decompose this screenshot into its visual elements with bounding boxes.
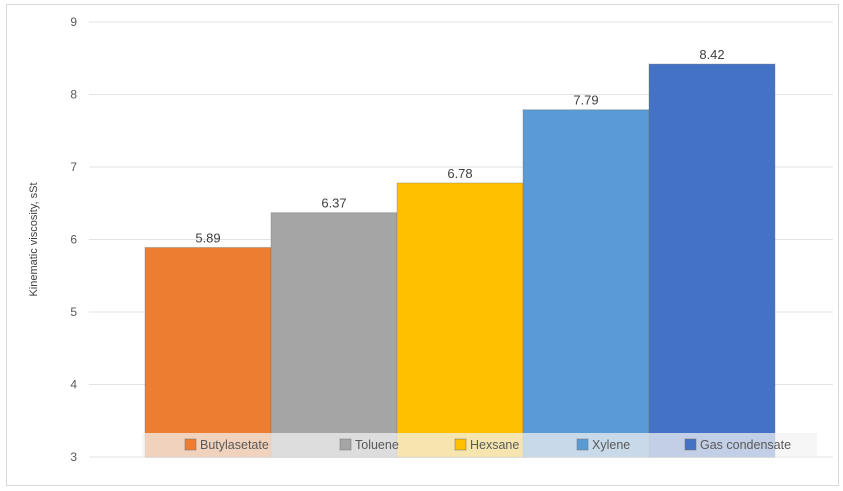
legend-label: Hexsane bbox=[470, 438, 519, 452]
legend-swatch bbox=[576, 438, 589, 451]
y-tick-label: 8 bbox=[70, 88, 77, 102]
bars bbox=[144, 63, 776, 458]
legend-label: Toluene bbox=[355, 438, 399, 452]
data-label: 5.89 bbox=[195, 230, 220, 245]
legend-background bbox=[142, 433, 817, 457]
bar-xylene bbox=[522, 109, 650, 458]
bar-toluene bbox=[270, 212, 398, 458]
legend-swatch bbox=[684, 438, 697, 451]
y-tick-label: 7 bbox=[70, 160, 77, 174]
legend-label: Butylasetate bbox=[200, 438, 269, 452]
legend-swatch bbox=[454, 438, 467, 451]
data-label: 7.79 bbox=[573, 93, 598, 108]
legend-label: Xylene bbox=[592, 438, 630, 452]
bar-gas-condensate bbox=[648, 63, 776, 458]
y-tick-label: 5 bbox=[70, 305, 77, 319]
legend-swatch bbox=[339, 438, 352, 451]
y-axis-ticks: 3 4 5 6 7 8 9 bbox=[70, 15, 77, 464]
y-tick-label: 4 bbox=[70, 378, 77, 392]
data-label: 8.42 bbox=[699, 47, 724, 62]
bar-hexsane bbox=[396, 182, 524, 458]
y-tick-label: 3 bbox=[70, 450, 77, 464]
data-label: 6.78 bbox=[447, 166, 472, 181]
bar-chart: 3 4 5 6 7 8 9 Kinematic viscosity, sSt 5.89 6.3… bbox=[28, 15, 833, 464]
data-labels: 5.89 6.37 6.78 7.79 8.42 bbox=[195, 47, 724, 245]
legend-swatch bbox=[184, 438, 197, 451]
y-tick-label: 9 bbox=[70, 15, 77, 29]
legend-label: Gas condensate bbox=[700, 438, 791, 452]
y-axis-title: Kinematic viscosity, sSt bbox=[28, 182, 40, 296]
bar-butylasetate bbox=[144, 246, 272, 458]
data-label: 6.37 bbox=[321, 196, 346, 211]
y-tick-label: 6 bbox=[70, 233, 77, 247]
chart-frame: 3 4 5 6 7 8 9 Kinematic viscosity, sSt 5.89 6.3… bbox=[6, 4, 839, 486]
legend: Butylasetate Toluene Hexsane Xylene Gas cond… bbox=[142, 433, 817, 457]
